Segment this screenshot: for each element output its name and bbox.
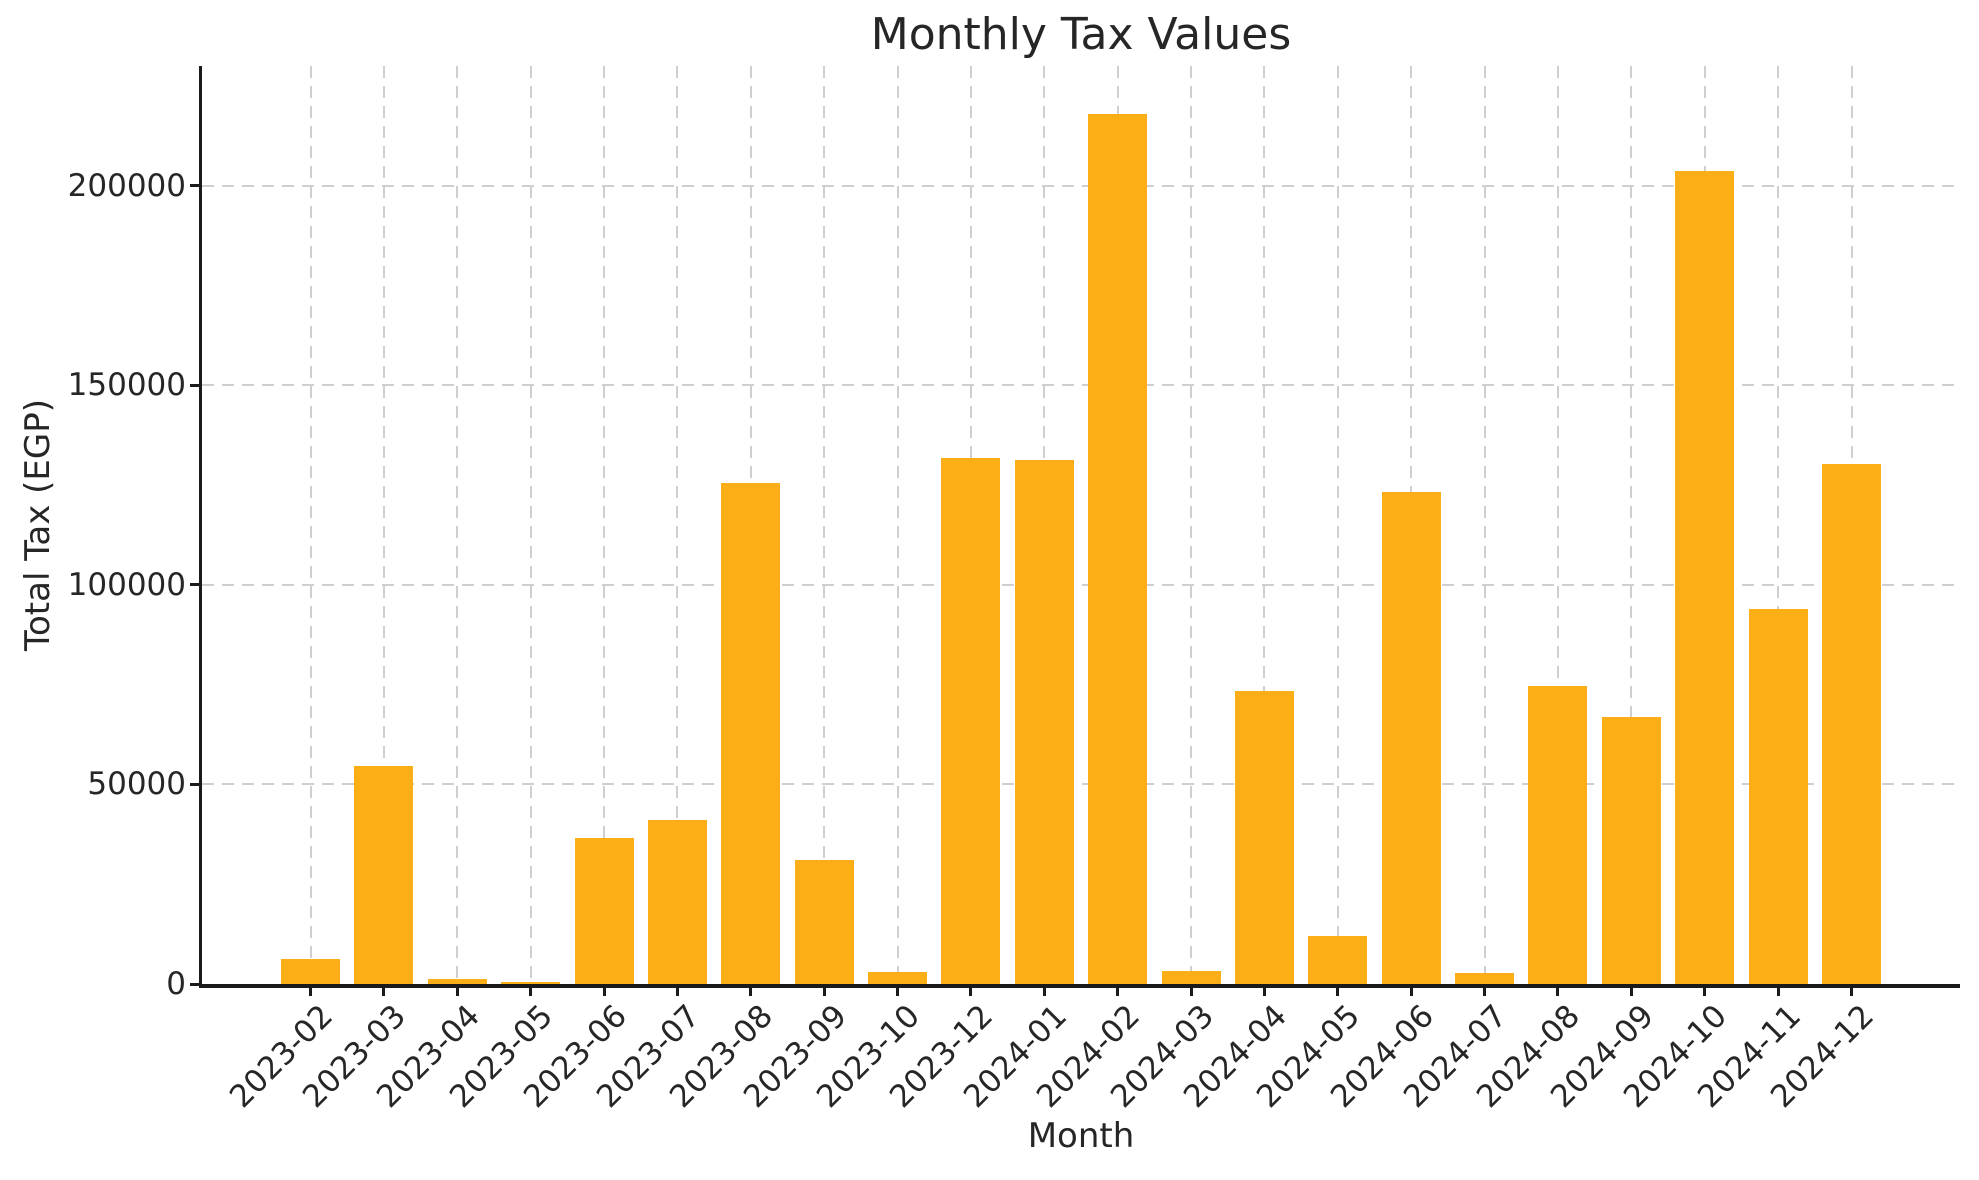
- x-tick-mark: [602, 984, 606, 996]
- h-gridline-200000: [202, 184, 1960, 187]
- x-axis-spine: [199, 984, 1960, 988]
- h-gridline-100000: [202, 583, 1960, 586]
- bar-2024-01: [1014, 460, 1074, 984]
- bar-2023-10: [868, 972, 928, 984]
- x-tick-mark: [896, 984, 900, 996]
- h-gridline-50000: [202, 783, 1960, 786]
- bar-2024-09: [1601, 717, 1661, 984]
- v-gridline-2024-09: [1630, 66, 1633, 984]
- y-tick-mark: [190, 982, 202, 986]
- v-gridline-2023-03: [382, 66, 385, 984]
- v-gridline-2023-07: [676, 66, 679, 984]
- x-tick-mark: [822, 984, 826, 996]
- bar-2024-03: [1161, 971, 1221, 984]
- bar-2023-03: [354, 766, 414, 984]
- y-tick-label: 0: [166, 966, 186, 1002]
- y-tick-mark: [190, 383, 202, 387]
- v-gridline-2023-10: [896, 66, 899, 984]
- bar-2024-07: [1455, 973, 1515, 984]
- y-tick-mark: [190, 782, 202, 786]
- v-gridline-2023-06: [603, 66, 606, 984]
- y-tick-label: 100000: [67, 566, 186, 603]
- v-gridline-2024-11: [1777, 66, 1780, 984]
- x-tick-mark: [455, 984, 459, 996]
- bar-2024-11: [1748, 608, 1808, 984]
- bar-2024-04: [1234, 691, 1294, 984]
- x-tick-mark: [1262, 984, 1266, 996]
- bar-2023-02: [281, 959, 340, 984]
- x-tick-mark: [1409, 984, 1413, 996]
- y-tick-label: 150000: [67, 367, 186, 404]
- v-gridline-2023-09: [823, 66, 826, 984]
- bar-2024-05: [1308, 936, 1368, 984]
- x-tick-mark: [675, 984, 679, 996]
- x-tick-mark: [1556, 984, 1560, 996]
- x-tick-mark: [382, 984, 386, 996]
- y-tick-mark: [190, 184, 202, 188]
- x-tick-mark: [1336, 984, 1340, 996]
- bar-2023-09: [794, 860, 854, 984]
- v-gridline-2024-04: [1263, 66, 1266, 984]
- x-tick-mark: [749, 984, 753, 996]
- bar-2023-05: [501, 982, 561, 984]
- v-gridline-2024-03: [1190, 66, 1193, 984]
- x-tick-mark: [1703, 984, 1707, 996]
- bar-2023-07: [647, 820, 707, 984]
- x-tick-mark: [1850, 984, 1853, 996]
- bar-2024-06: [1381, 491, 1441, 984]
- v-gridline-2023-05: [529, 66, 532, 984]
- v-gridline-2024-05: [1336, 66, 1339, 984]
- y-tick-label: 200000: [67, 167, 186, 204]
- bar-2023-12: [941, 458, 1001, 984]
- chart-title: Monthly Tax Values: [870, 9, 1292, 60]
- y-tick-mark: [190, 583, 202, 587]
- bar-2023-04: [427, 979, 487, 984]
- x-tick-mark: [309, 984, 312, 996]
- v-gridline-2023-02: [309, 66, 312, 984]
- x-tick-mark: [1042, 984, 1046, 996]
- x-tick-mark: [529, 984, 533, 996]
- v-gridline-2023-04: [456, 66, 459, 984]
- bar-2024-12: [1822, 463, 1881, 984]
- h-gridline-150000: [202, 384, 1960, 387]
- bar-2023-08: [721, 483, 781, 984]
- x-tick-mark: [1189, 984, 1193, 996]
- x-tick-mark: [1116, 984, 1120, 996]
- x-tick-mark: [969, 984, 973, 996]
- bar-2024-10: [1675, 170, 1735, 984]
- x-tick-mark: [1776, 984, 1780, 996]
- bar-2024-02: [1088, 113, 1148, 984]
- v-gridline-2024-08: [1556, 66, 1559, 984]
- bar-2024-08: [1528, 686, 1588, 984]
- y-tick-label: 50000: [87, 766, 186, 803]
- x-tick-mark: [1483, 984, 1487, 996]
- y-axis-spine: [199, 66, 202, 987]
- x-tick-mark: [1629, 984, 1633, 996]
- bar-2023-06: [574, 838, 634, 984]
- x-axis-label: Month: [1027, 1116, 1135, 1156]
- v-gridline-2024-07: [1483, 66, 1486, 984]
